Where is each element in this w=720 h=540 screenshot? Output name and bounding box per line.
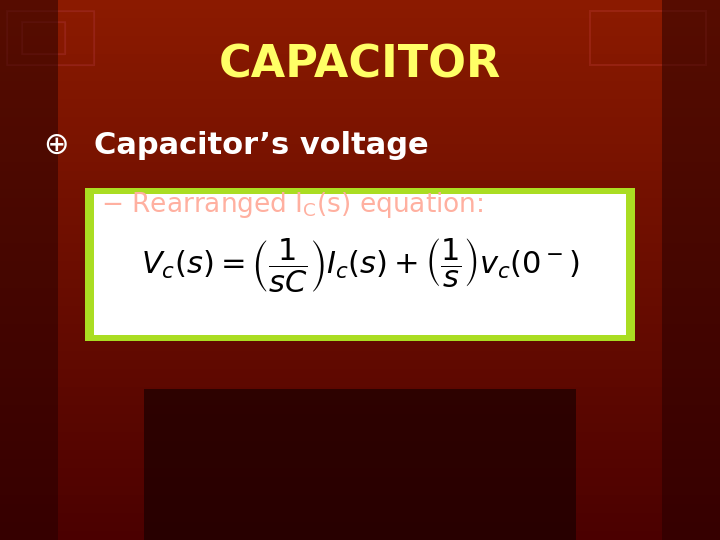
Bar xyxy=(0,0,720,9)
Bar xyxy=(0,234,720,243)
Bar xyxy=(0,450,720,459)
Text: CAPACITOR: CAPACITOR xyxy=(219,43,501,86)
Bar xyxy=(0,0,58,540)
Bar xyxy=(22,22,65,54)
Bar xyxy=(0,324,720,333)
Bar xyxy=(0,441,720,450)
Bar xyxy=(0,126,720,135)
Text: $\mathit{V}_c(s) = \left(\dfrac{1}{sC}\right)\mathit{I}_c(s) + \left(\dfrac{1}{s: $\mathit{V}_c(s) = \left(\dfrac{1}{sC}\r… xyxy=(140,235,580,294)
Bar xyxy=(0,468,720,477)
Bar xyxy=(0,288,720,297)
Bar xyxy=(7,11,94,65)
Bar xyxy=(0,189,720,198)
Bar xyxy=(0,261,720,270)
Bar xyxy=(0,198,720,207)
Bar xyxy=(0,18,720,27)
Bar xyxy=(0,171,720,180)
Bar xyxy=(0,306,720,315)
Bar xyxy=(0,387,720,396)
Bar xyxy=(0,63,720,72)
Bar xyxy=(0,414,720,423)
Bar xyxy=(0,225,720,234)
Bar xyxy=(0,396,720,405)
Bar xyxy=(0,297,720,306)
Bar xyxy=(0,252,720,261)
Text: ⊕: ⊕ xyxy=(43,131,68,160)
Bar xyxy=(0,459,720,468)
Bar xyxy=(0,423,720,432)
Bar xyxy=(0,270,720,279)
Bar xyxy=(0,486,720,495)
Bar xyxy=(0,81,720,90)
Bar xyxy=(0,45,720,54)
Bar xyxy=(0,135,720,144)
Bar xyxy=(22,22,65,54)
Bar xyxy=(590,11,706,65)
Text: $-$ Rearranged $\mathrm{I_C}$(s) equation:: $-$ Rearranged $\mathrm{I_C}$(s) equatio… xyxy=(101,190,483,220)
Bar xyxy=(0,513,720,522)
Bar xyxy=(0,351,720,360)
Bar xyxy=(0,54,720,63)
Bar xyxy=(0,504,720,513)
Bar xyxy=(0,90,720,99)
Bar xyxy=(0,243,720,252)
Bar xyxy=(0,36,720,45)
Bar xyxy=(0,360,720,369)
Bar xyxy=(662,0,720,540)
Bar xyxy=(0,378,720,387)
Bar xyxy=(0,333,720,342)
Bar xyxy=(0,369,720,378)
Bar xyxy=(0,531,720,540)
Bar xyxy=(0,432,720,441)
Bar xyxy=(0,99,720,108)
Text: Capacitor’s voltage: Capacitor’s voltage xyxy=(94,131,428,160)
Bar xyxy=(0,495,720,504)
Bar xyxy=(0,27,720,36)
Bar xyxy=(0,153,720,162)
Bar xyxy=(144,389,576,540)
Bar xyxy=(0,522,720,531)
Bar xyxy=(0,342,720,351)
Bar xyxy=(0,405,720,414)
Bar xyxy=(7,11,94,65)
Bar xyxy=(0,144,720,153)
Bar xyxy=(0,477,720,486)
Bar xyxy=(0,72,720,81)
Bar xyxy=(0,9,720,18)
Bar xyxy=(0,162,720,171)
Bar xyxy=(85,188,635,341)
Bar xyxy=(94,194,626,335)
Bar xyxy=(0,207,720,216)
Bar xyxy=(0,216,720,225)
Bar xyxy=(0,117,720,126)
Bar xyxy=(0,315,720,324)
Bar xyxy=(0,108,720,117)
Bar xyxy=(0,279,720,288)
Bar xyxy=(0,180,720,189)
